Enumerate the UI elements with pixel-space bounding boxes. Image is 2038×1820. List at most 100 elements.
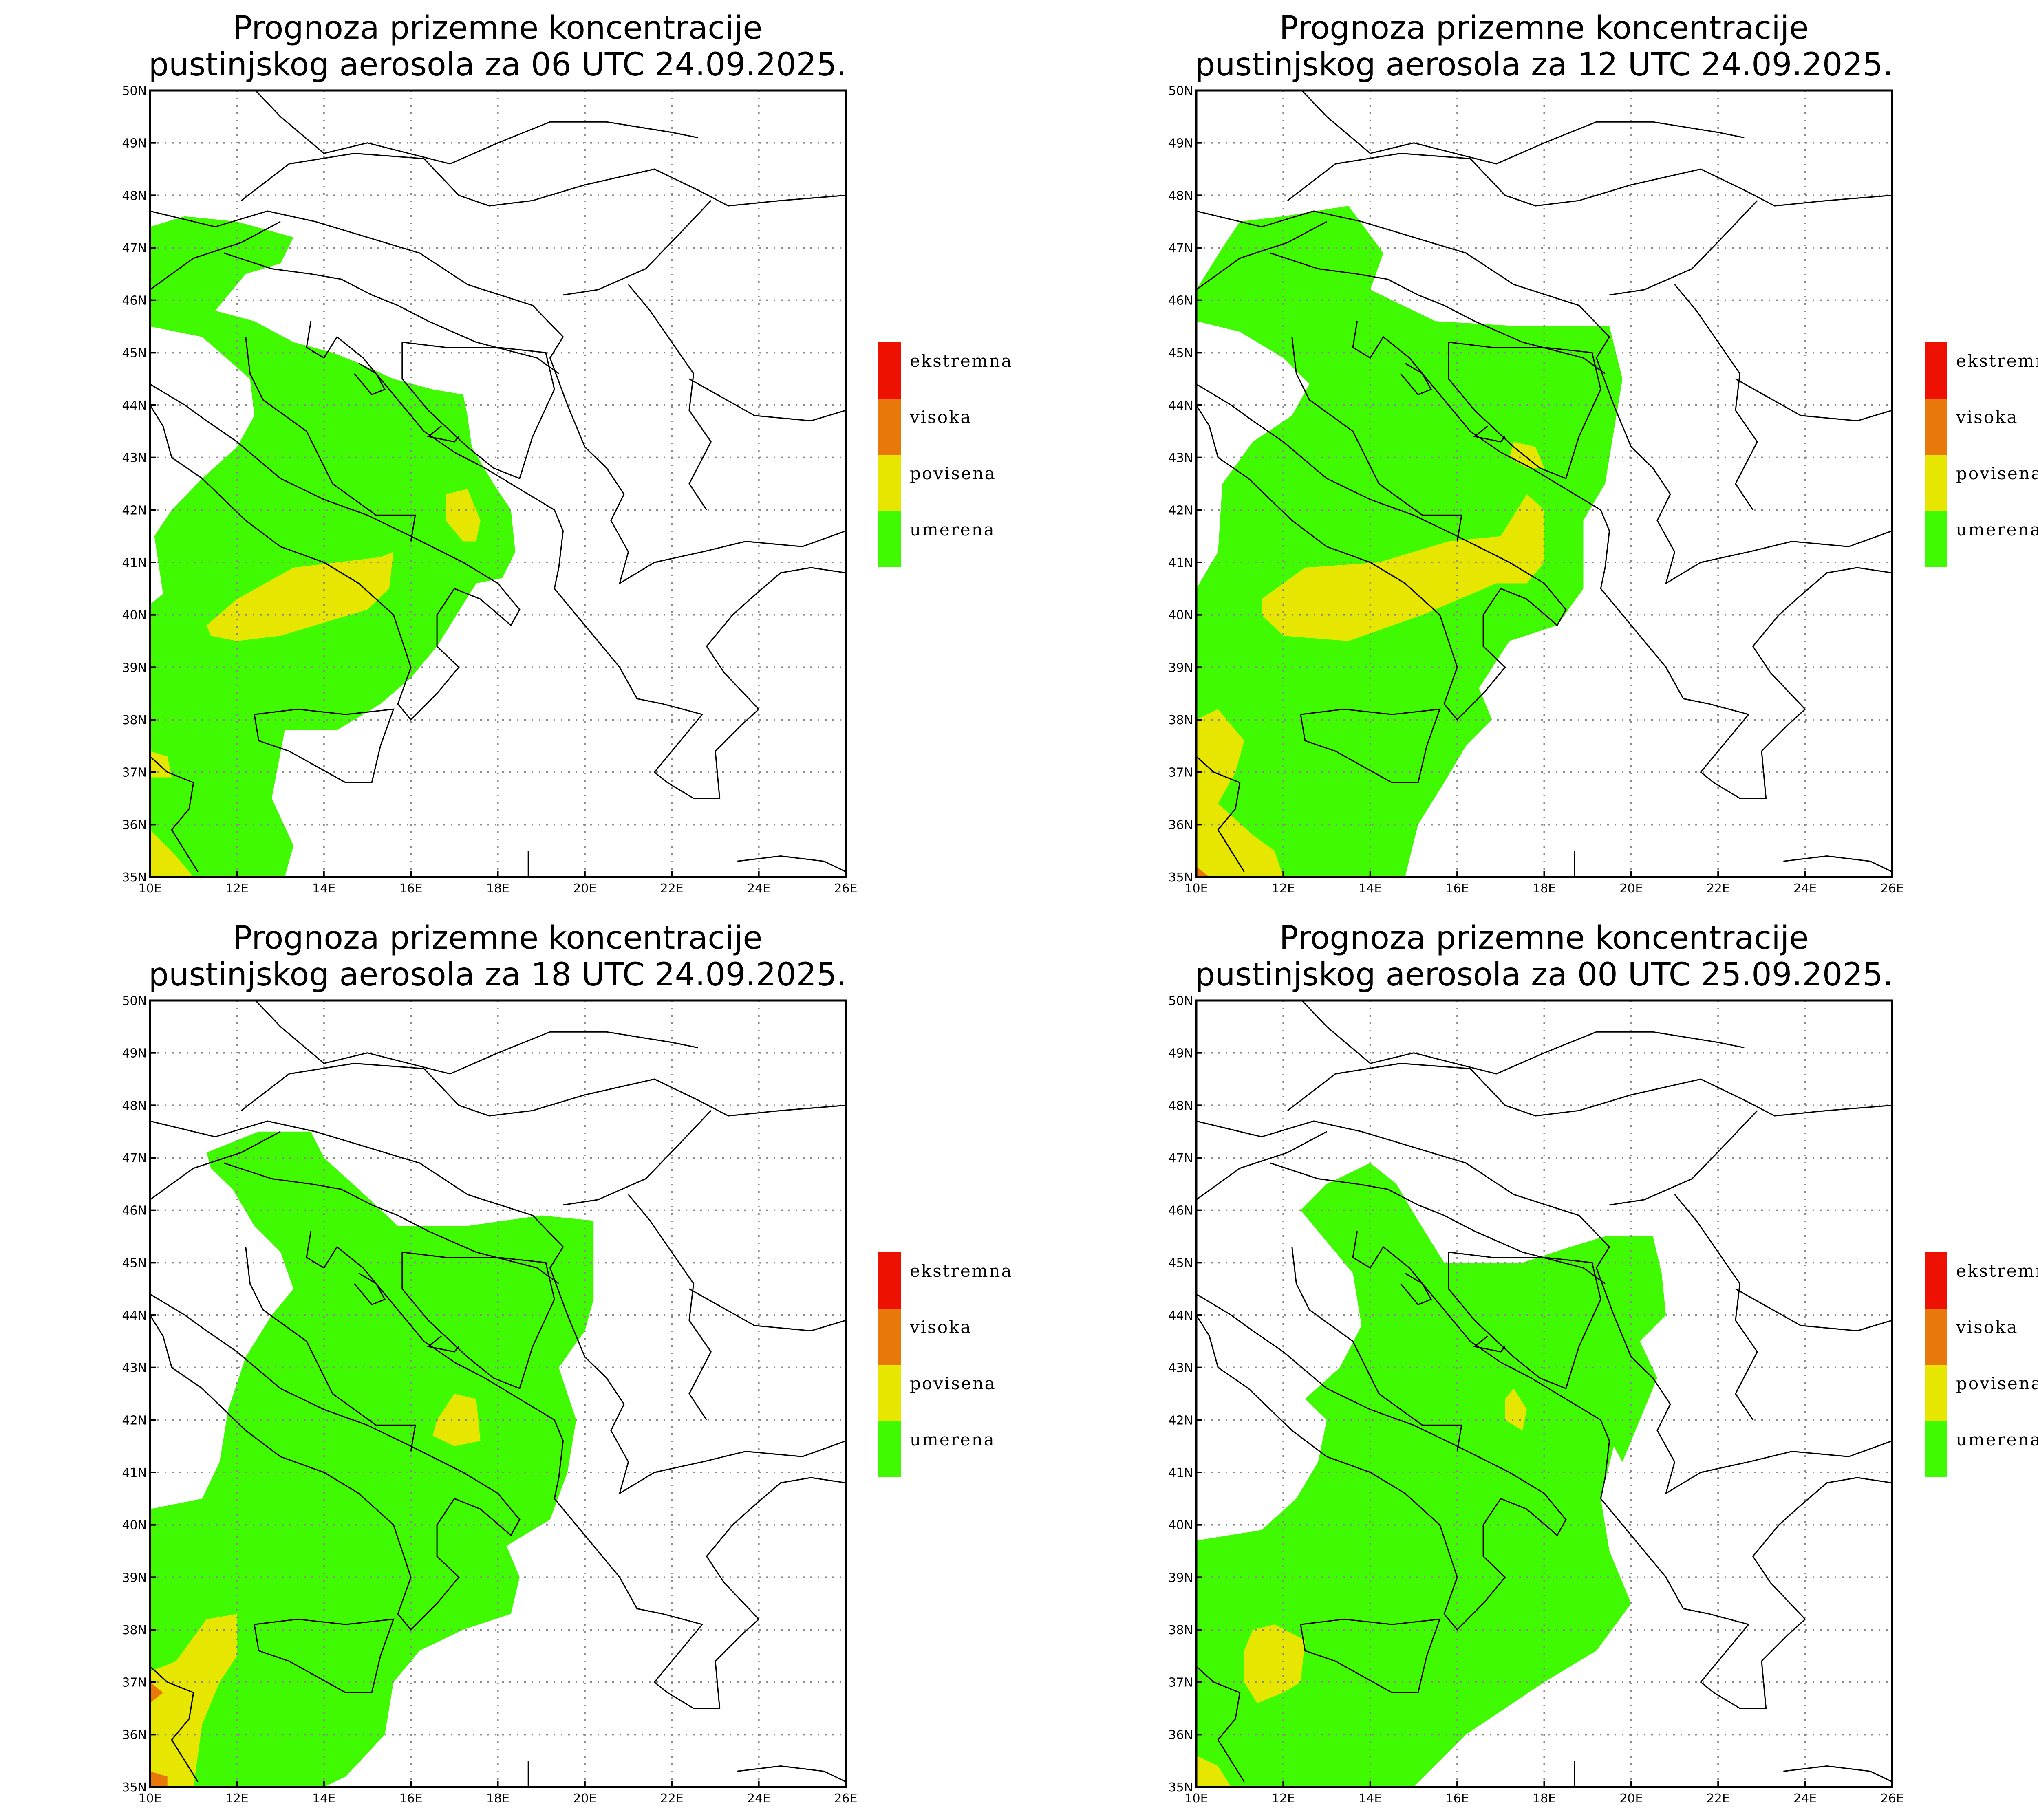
- coastline-border: [241, 1062, 846, 1117]
- coastline-border: [628, 284, 712, 511]
- coastline-border: [1291, 337, 1462, 542]
- coastline-border: [1196, 756, 1245, 872]
- coastline-border: [1287, 1062, 1892, 1117]
- lat-tick-label: 39N: [122, 661, 147, 675]
- area-povisena: [206, 552, 394, 641]
- lat-tick-label: 36N: [122, 1728, 147, 1742]
- coastline-border: [1674, 284, 1758, 511]
- lat-tick-label: 50N: [1168, 84, 1193, 98]
- coastline-border: [254, 1618, 395, 1693]
- legend-swatch-ekstremna: [1925, 342, 1947, 399]
- lat-tick-label: 43N: [1168, 1361, 1193, 1375]
- lat-tick-label: 35N: [1168, 870, 1193, 885]
- area-povisena: [150, 830, 194, 877]
- lat-tick-label: 46N: [122, 1204, 147, 1218]
- lon-tick-label: 14E: [1359, 881, 1382, 896]
- concentration-legend: ekstremna visoka povisena umerena: [1925, 1252, 2038, 1477]
- lat-tick-label: 49N: [1168, 1047, 1193, 1061]
- lon-tick-label: 22E: [660, 1791, 684, 1806]
- lat-tick-label: 50N: [122, 994, 147, 1008]
- map-panel-3: Prognoza prizemne koncentracije pustinjsk…: [0, 910, 1046, 1820]
- coastline-border: [89, 1368, 133, 1441]
- coastline-border: [628, 1194, 712, 1421]
- lon-tick-label: 16E: [399, 1791, 423, 1806]
- legend-swatch-visoka: [1925, 1309, 1947, 1365]
- concentration-legend: ekstremna visoka povisena umerena: [878, 1252, 1012, 1477]
- forecast-map-svg: Prognoza prizemne koncentracijepustinjsk…: [1136, 10, 2038, 896]
- coastline-border: [427, 425, 459, 443]
- area-visoka: [150, 1771, 168, 1787]
- coastline-border: [689, 1288, 846, 1332]
- lon-tick-label: 24E: [1793, 1791, 1817, 1806]
- coastline-border: [1400, 1272, 1432, 1306]
- area-povisena: [1244, 1624, 1305, 1703]
- lat-tick-label: 37N: [122, 1676, 147, 1690]
- legend-label-umerena: umerena: [910, 1430, 995, 1450]
- forecast-map-svg: Prognoza prizemne koncentracijepustinjsk…: [89, 920, 1012, 1806]
- coastline-border: [306, 321, 846, 799]
- lat-tick-label: 45N: [1168, 346, 1193, 360]
- lat-tick-label: 41N: [122, 1466, 147, 1480]
- coastline-border: [1270, 252, 1606, 375]
- lon-tick-label: 10E: [138, 1791, 161, 1806]
- coastline-border: [150, 383, 521, 721]
- coastline-border: [223, 252, 559, 375]
- coastline-border: [1136, 1368, 1179, 1441]
- coastline-border: [1196, 210, 1892, 585]
- lat-tick-label: 40N: [122, 608, 147, 623]
- lat-tick-label: 47N: [122, 1151, 147, 1166]
- lon-tick-label: 20E: [1619, 1791, 1643, 1806]
- coastline-border: [1783, 855, 1892, 873]
- lat-tick-label: 48N: [122, 189, 147, 203]
- lat-tick-label: 36N: [122, 818, 147, 832]
- lat-tick-label: 44N: [122, 1309, 147, 1323]
- coastline-border: [563, 200, 712, 296]
- lat-tick-label: 43N: [122, 1361, 147, 1375]
- lat-tick-label: 48N: [1168, 189, 1193, 203]
- lon-tick-label: 12E: [1272, 881, 1295, 896]
- lon-tick-label: 26E: [1880, 881, 1903, 896]
- lon-tick-label: 24E: [1793, 881, 1817, 896]
- legend-swatch-povisena: [1925, 1365, 1947, 1421]
- lat-tick-label: 50N: [1168, 994, 1193, 1008]
- coastline-border: [150, 756, 199, 872]
- lat-tick-label: 47N: [1168, 1151, 1193, 1166]
- legend-label-umerena: umerena: [910, 520, 995, 540]
- legend-label-visoka: visoka: [1956, 1317, 2018, 1337]
- legend-swatch-umerena: [1925, 1421, 1947, 1477]
- lon-tick-label: 20E: [573, 881, 596, 896]
- concentration-legend: ekstremna visoka povisena umerena: [878, 342, 1012, 567]
- legend-swatch-visoka: [878, 1309, 901, 1365]
- panel-title-line-2: pustinjskog aerosola za 18 UTC 24.09.202…: [149, 956, 847, 993]
- legend-label-ekstremna: ekstremna: [1956, 1261, 2038, 1281]
- coastline-border: [150, 1293, 521, 1631]
- legend-label-povisena: povisena: [910, 1373, 996, 1393]
- coastline-border: [254, 708, 395, 783]
- panel-title-line-2: pustinjskog aerosola za 06 UTC 24.09.202…: [149, 46, 847, 83]
- lat-tick-label: 39N: [1168, 1571, 1193, 1585]
- lon-tick-label: 12E: [225, 1791, 249, 1806]
- lat-tick-label: 37N: [1168, 1676, 1193, 1690]
- lat-tick-label: 43N: [1168, 451, 1193, 465]
- lon-tick-label: 10E: [1184, 1791, 1208, 1806]
- lon-tick-label: 10E: [138, 881, 161, 896]
- lon-tick-label: 12E: [1272, 1791, 1295, 1806]
- coastline-border: [427, 1335, 459, 1353]
- lon-tick-label: 26E: [834, 1791, 857, 1806]
- area-povisena: [446, 489, 481, 542]
- lat-tick-label: 48N: [122, 1099, 147, 1113]
- legend-label-povisena: povisena: [1956, 463, 2038, 483]
- lat-tick-label: 39N: [1168, 661, 1193, 675]
- lat-tick-label: 36N: [1168, 818, 1193, 832]
- legend-swatch-umerena: [878, 1421, 901, 1477]
- coastline-border: [1136, 458, 1179, 531]
- legend-swatch-povisena: [878, 1365, 901, 1421]
- coastline-border: [150, 221, 281, 291]
- map-panel-4: Prognoza prizemne koncentracije pustinjsk…: [1046, 910, 2038, 1820]
- lon-tick-label: 24E: [747, 1791, 770, 1806]
- coastline-border: [1196, 1293, 1567, 1631]
- coastline-border: [1448, 342, 1601, 480]
- area-povisena: [150, 1614, 237, 1787]
- lat-tick-label: 42N: [122, 1413, 147, 1428]
- map-area: [150, 90, 846, 877]
